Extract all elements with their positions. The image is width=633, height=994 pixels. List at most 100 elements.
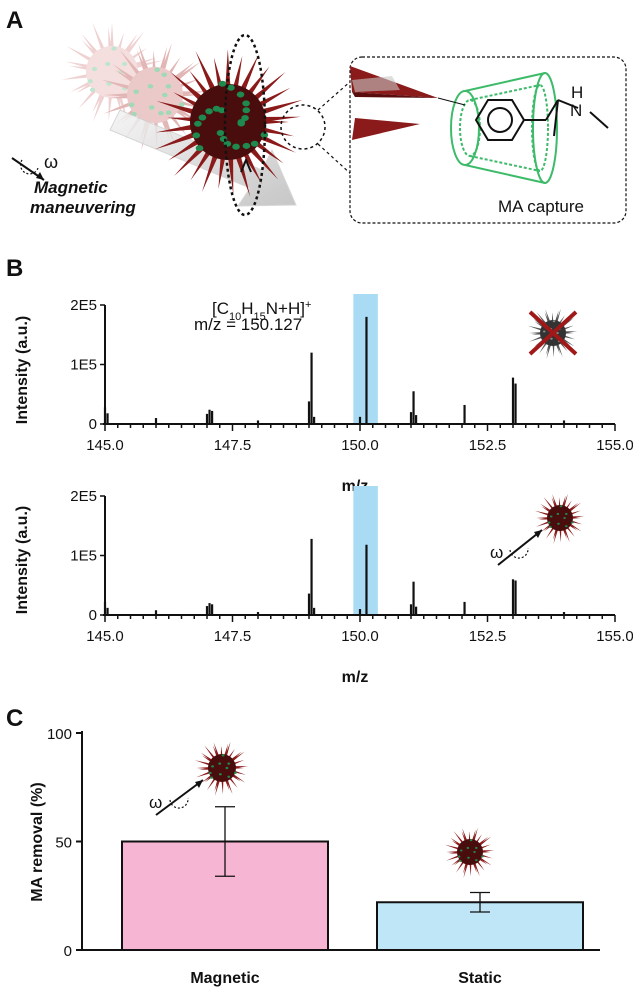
cyclodextrin-bead bbox=[237, 120, 246, 127]
amine-h: H bbox=[571, 83, 583, 102]
cyclodextrin-bead bbox=[194, 120, 202, 127]
cyclodextrin-bead bbox=[192, 132, 201, 139]
cyclodextrin-bead bbox=[208, 771, 212, 775]
cyclodextrin-bead bbox=[158, 110, 164, 116]
removal-ylabel: MA removal (%) bbox=[29, 782, 46, 901]
peak-annotation-mz: m/z = 150.127 bbox=[194, 315, 302, 334]
bars bbox=[121, 840, 584, 952]
nanomotor-illustration bbox=[61, 22, 353, 217]
cyclodextrin-bead bbox=[227, 775, 231, 778]
cyclodextrin-bead bbox=[552, 320, 556, 323]
cyclodextrin-bead bbox=[148, 105, 155, 110]
cyclodextrin-bead bbox=[565, 525, 568, 528]
cyclodextrin-bead bbox=[216, 129, 225, 137]
cyclodextrin-bead bbox=[198, 114, 207, 121]
cyclodextrin-bead bbox=[218, 773, 222, 776]
x-tick-label: 147.5 bbox=[214, 437, 252, 454]
cyclodextrin-bead bbox=[195, 145, 204, 152]
x-tick-label: 147.5 bbox=[214, 628, 252, 645]
y-ticks: 0 1E5 2E5 bbox=[70, 488, 105, 624]
y-tick-label: 2E5 bbox=[70, 297, 97, 314]
spectrum-peaks bbox=[103, 538, 566, 615]
x-tick-label: 150.0 bbox=[341, 628, 379, 645]
cyclodextrin-bead bbox=[121, 61, 128, 67]
cyclodextrin-bead bbox=[212, 105, 221, 112]
cyclodextrin-bead bbox=[481, 855, 484, 858]
cyclodextrin-bead bbox=[218, 762, 222, 765]
spike-lower bbox=[352, 118, 420, 140]
error-bars bbox=[215, 806, 490, 913]
cyclodextrin-bead bbox=[211, 765, 214, 768]
cyclodextrin-bead bbox=[548, 525, 552, 528]
cyclodextrin-bead bbox=[91, 66, 98, 72]
cyclodextrin-bead bbox=[179, 102, 185, 107]
category-label: Static bbox=[458, 970, 502, 987]
rotation-ellipse bbox=[223, 33, 267, 217]
omega-symbol: ω bbox=[490, 543, 503, 562]
x-tick-label: 155.0 bbox=[596, 437, 633, 454]
cyclodextrin-bead bbox=[154, 67, 160, 72]
cyclodextrin-bead bbox=[242, 107, 251, 114]
panel-label-c: C bbox=[6, 705, 23, 732]
x-tick-label: 145.0 bbox=[86, 628, 124, 645]
magnetic-motor-icon: ω bbox=[490, 493, 585, 566]
cyclodextrin-bead bbox=[210, 776, 213, 779]
x-ticks: 145.0 147.5 150.0 152.5 155.0 bbox=[86, 424, 633, 454]
cyclodextrin-bead bbox=[550, 337, 553, 340]
zoom-line-top bbox=[317, 79, 353, 111]
cyclodextrin-bead bbox=[241, 114, 249, 122]
y-tick-label: 100 bbox=[47, 726, 72, 743]
y-tick-label: 0 bbox=[89, 416, 97, 433]
cyclodextrin-bead bbox=[227, 84, 235, 91]
spectrum-control: 145.0 147.5 150.0 152.5 155.0 0 1E5 2E5 bbox=[70, 294, 633, 454]
category-labels: Magnetic Static bbox=[190, 970, 502, 987]
magnetic-motor-icon: ω bbox=[149, 741, 249, 816]
methamphetamine-structure bbox=[474, 99, 609, 141]
spectrum-peaks bbox=[103, 316, 566, 424]
cyclodextrin-bead bbox=[161, 72, 168, 78]
static-motor-crossed-icon bbox=[527, 308, 578, 359]
category-label: Magnetic bbox=[190, 970, 259, 987]
cyclodextrin-bead bbox=[475, 859, 478, 862]
cyclodextrin-bead bbox=[165, 84, 172, 89]
cyclodextrin-bead bbox=[111, 46, 117, 51]
rotation-arrow-icon bbox=[240, 157, 252, 173]
cyclodextrin-bead bbox=[147, 84, 154, 89]
cyclodextrin-bead bbox=[260, 131, 269, 139]
removal-bar-chart: 0 50 100 Magnetic Static bbox=[47, 726, 600, 987]
x-tick-label: 155.0 bbox=[596, 628, 633, 645]
cyclodextrin-bead bbox=[250, 140, 259, 147]
amine-n: N bbox=[570, 101, 582, 120]
cyclodextrin-bead bbox=[105, 61, 111, 67]
omega-symbol: ω bbox=[149, 793, 162, 812]
cyclodextrin-bead bbox=[162, 92, 168, 98]
cyclodextrin-bead bbox=[232, 143, 240, 150]
y-tick-label: 2E5 bbox=[70, 488, 97, 505]
panel-label-b: B bbox=[6, 255, 23, 282]
y-tick-label: 1E5 bbox=[70, 548, 97, 565]
cyclodextrin-bead bbox=[557, 522, 560, 525]
maneuver-label-line2: maneuvering bbox=[30, 198, 136, 217]
cyclodextrin-bead bbox=[469, 839, 473, 842]
cyclodextrin-bead bbox=[225, 766, 229, 770]
capture-zoom-box: H N MA capture bbox=[349, 56, 627, 224]
omega-symbol: ω bbox=[44, 152, 58, 172]
cyclodextrin-bead bbox=[205, 108, 213, 115]
motor-core bbox=[208, 754, 236, 782]
rotation-indicator: ω bbox=[11, 152, 58, 181]
zoom-circle bbox=[280, 104, 326, 150]
cyclodextrin-bead bbox=[559, 505, 563, 508]
maneuver-label-line1: Magnetic bbox=[34, 178, 108, 197]
cyclodextrin-bead bbox=[218, 80, 227, 87]
cyclodextrin-bead bbox=[242, 100, 250, 107]
cyclodextrin-cone bbox=[450, 72, 558, 184]
x-tick-label: 145.0 bbox=[86, 437, 124, 454]
x-ticks: 145.0 147.5 150.0 152.5 155.0 bbox=[86, 615, 633, 645]
y-tick-label: 50 bbox=[55, 835, 72, 852]
spectrum-ylabel: Intensity (a.u.) bbox=[14, 316, 31, 424]
cyclodextrin-bead bbox=[242, 142, 251, 149]
cyclodextrin-bead bbox=[165, 110, 172, 115]
motor-core bbox=[547, 505, 573, 531]
zoom-line-bottom bbox=[317, 143, 353, 176]
